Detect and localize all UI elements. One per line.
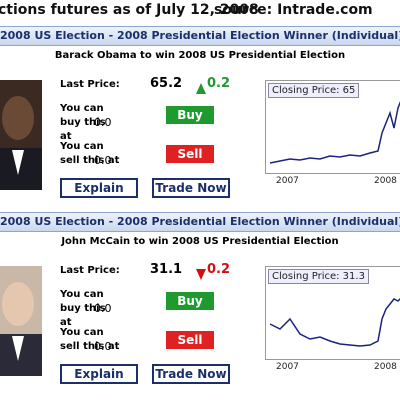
chart-art	[269, 297, 400, 347]
last-price-label: Last Price:	[60, 265, 120, 276]
chart-label: Closing Price: 31.3	[268, 269, 369, 284]
contract-name: Barack Obama to win 2008 US Presidential…	[54, 50, 346, 61]
price-change: 0.2	[207, 262, 231, 277]
explain-button[interactable]: Explain	[60, 178, 138, 198]
change-arrow	[196, 79, 206, 94]
last-price: 31.1	[150, 262, 183, 277]
sell-price: 0.0	[94, 340, 112, 353]
price-line	[269, 100, 400, 164]
sell-label: You can sell this at	[60, 141, 120, 166]
price-line	[269, 297, 400, 347]
panel-heading: 2008 US Election - 2008 Presidential Ele…	[0, 212, 400, 232]
sell-label: You can sell this at	[60, 327, 120, 352]
buy-price: 0.0	[94, 302, 112, 315]
trade-button[interactable]: Trade Now	[152, 178, 230, 198]
chart-label: Closing Price: 65	[268, 83, 360, 98]
year-label: 2008	[374, 176, 397, 186]
last-price-label: Last Price:	[60, 79, 120, 90]
sell-button[interactable]: Sell	[166, 145, 214, 163]
contract-name: John McCain to win 2008 US Presidential …	[61, 236, 339, 247]
buy-label: You can buy this at	[60, 103, 106, 142]
arrow	[196, 269, 206, 280]
photo	[0, 80, 42, 190]
chart-art	[269, 100, 400, 164]
price-change: 0.2	[207, 76, 231, 91]
photo-art	[0, 96, 42, 190]
photo-art	[0, 282, 42, 376]
year-label: 2008	[374, 362, 397, 372]
panel-heading: 2008 US Election - 2008 Presidential Ele…	[0, 26, 400, 46]
last-price: 65.2	[150, 76, 183, 91]
explain-button[interactable]: Explain	[60, 364, 138, 384]
buy-price: 0.0	[94, 116, 112, 129]
page-title: ctions futures as of July 12, 2008	[0, 2, 259, 18]
arrow	[196, 83, 206, 94]
buy-label: You can buy this at	[60, 289, 106, 328]
change-arrow	[196, 265, 206, 280]
year-label: 2007	[276, 176, 299, 186]
source: source: Intrade.com	[214, 2, 373, 18]
buy-button[interactable]: Buy	[166, 106, 214, 124]
buy-button[interactable]: Buy	[166, 292, 214, 310]
year-label: 2007	[276, 362, 299, 372]
trade-button[interactable]: Trade Now	[152, 364, 230, 384]
photo	[0, 266, 42, 376]
sell-price: 0.0	[94, 154, 112, 167]
sell-button[interactable]: Sell	[166, 331, 214, 349]
